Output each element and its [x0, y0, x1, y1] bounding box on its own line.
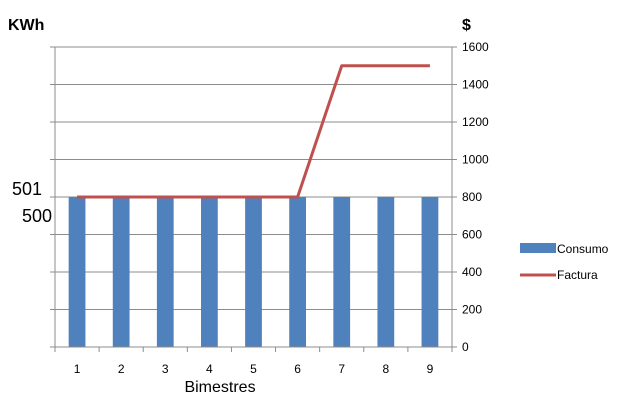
factura-line-group — [77, 64, 430, 199]
right-tick-label: 1400 — [462, 78, 489, 92]
x-tick-label: 3 — [162, 362, 169, 376]
x-tick-label: 2 — [118, 362, 125, 376]
y-right-unit-label: $ — [462, 17, 471, 34]
right-axis-ticks: 0 200 400 600 800 1000 1200 1400 1600 — [452, 40, 489, 354]
line-factura — [77, 64, 430, 199]
annotation-500: 500 — [22, 206, 52, 226]
right-tick-label: 1600 — [462, 40, 489, 54]
x-axis-title: Bimestres — [184, 379, 255, 396]
right-tick-label: 1000 — [462, 153, 489, 167]
x-tick-label: 5 — [250, 362, 257, 376]
bar-consumo — [245, 197, 262, 347]
x-tick-label: 7 — [338, 362, 345, 376]
legend: Consumo Factura — [520, 242, 609, 282]
right-tick-label: 200 — [462, 303, 482, 317]
right-tick-label: 400 — [462, 265, 482, 279]
bar-consumo — [377, 197, 395, 347]
bar-consumo — [112, 197, 130, 347]
x-tick-label: 6 — [294, 362, 301, 376]
bar-consumo — [68, 197, 86, 347]
x-axis-ticks: 1 2 3 4 5 6 7 8 9 — [54, 347, 453, 376]
x-tick-label: 9 — [427, 362, 434, 376]
right-tick-label: 1200 — [462, 115, 489, 129]
x-tick-label: 4 — [206, 362, 213, 376]
y-left-unit-label: KWh — [8, 17, 44, 34]
legend-label-consumo: Consumo — [557, 242, 609, 256]
bar-consumo — [201, 197, 218, 347]
x-tick-label: 1 — [74, 362, 81, 376]
bar-consumo — [156, 197, 174, 347]
legend-label-factura: Factura — [557, 268, 598, 282]
right-tick-label: 600 — [462, 228, 482, 242]
bar-consumo — [289, 197, 306, 347]
bar-consumo — [333, 197, 351, 347]
bar-consumo — [421, 197, 439, 347]
axes — [50, 46, 453, 348]
consumo-bars — [68, 197, 439, 347]
right-tick-label: 800 — [462, 190, 482, 204]
annotation-501: 501 — [12, 179, 42, 199]
right-tick-label: 0 — [462, 340, 469, 354]
x-tick-label: 8 — [382, 362, 389, 376]
legend-swatch-consumo — [520, 243, 556, 253]
